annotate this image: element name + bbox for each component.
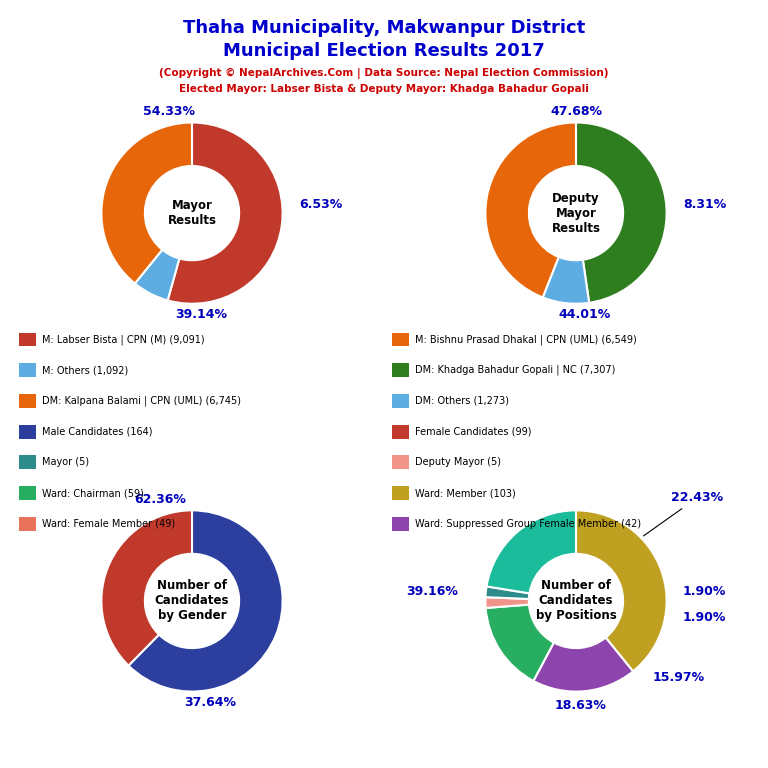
Text: 15.97%: 15.97% xyxy=(653,671,705,684)
Wedge shape xyxy=(485,598,529,608)
Text: Number of
Candidates
by Gender: Number of Candidates by Gender xyxy=(154,580,230,622)
Text: DM: Others (1,273): DM: Others (1,273) xyxy=(415,396,508,406)
Text: 44.01%: 44.01% xyxy=(559,308,611,321)
Text: (Copyright © NepalArchives.Com | Data Source: Nepal Election Commission): (Copyright © NepalArchives.Com | Data So… xyxy=(159,68,609,78)
Wedge shape xyxy=(485,123,576,297)
Text: Mayor
Results: Mayor Results xyxy=(167,199,217,227)
Text: Ward: Female Member (49): Ward: Female Member (49) xyxy=(42,518,175,529)
Text: Ward: Member (103): Ward: Member (103) xyxy=(415,488,515,498)
Wedge shape xyxy=(485,604,554,681)
Text: Municipal Election Results 2017: Municipal Election Results 2017 xyxy=(223,42,545,60)
Text: 8.31%: 8.31% xyxy=(683,197,727,210)
Text: 39.14%: 39.14% xyxy=(175,308,227,321)
Text: M: Bishnu Prasad Dhakal | CPN (UML) (6,549): M: Bishnu Prasad Dhakal | CPN (UML) (6,5… xyxy=(415,334,637,345)
Text: 39.16%: 39.16% xyxy=(406,585,458,598)
Text: Ward: Chairman (59): Ward: Chairman (59) xyxy=(42,488,144,498)
Wedge shape xyxy=(135,250,180,300)
Text: M: Others (1,092): M: Others (1,092) xyxy=(42,365,128,376)
Text: 54.33%: 54.33% xyxy=(144,105,195,118)
Text: Mayor (5): Mayor (5) xyxy=(42,457,89,468)
Wedge shape xyxy=(101,123,192,283)
Text: DM: Kalpana Balami | CPN (UML) (6,745): DM: Kalpana Balami | CPN (UML) (6,745) xyxy=(42,396,241,406)
Text: 37.64%: 37.64% xyxy=(184,696,236,709)
Text: Deputy
Mayor
Results: Deputy Mayor Results xyxy=(551,192,601,234)
Wedge shape xyxy=(576,123,667,303)
Text: Male Candidates (164): Male Candidates (164) xyxy=(42,426,153,437)
Wedge shape xyxy=(533,637,633,691)
Text: 22.43%: 22.43% xyxy=(644,492,723,536)
Wedge shape xyxy=(576,510,667,671)
Wedge shape xyxy=(167,123,283,303)
Text: M: Labser Bista | CPN (M) (9,091): M: Labser Bista | CPN (M) (9,091) xyxy=(42,334,205,345)
Wedge shape xyxy=(487,510,576,594)
Text: Number of
Candidates
by Positions: Number of Candidates by Positions xyxy=(535,580,617,622)
Text: 18.63%: 18.63% xyxy=(554,699,607,712)
Wedge shape xyxy=(543,257,589,303)
Wedge shape xyxy=(485,587,529,599)
Text: Female Candidates (99): Female Candidates (99) xyxy=(415,426,531,437)
Text: 47.68%: 47.68% xyxy=(550,105,602,118)
Wedge shape xyxy=(128,510,283,691)
Text: 62.36%: 62.36% xyxy=(134,493,186,506)
Text: Thaha Municipality, Makwanpur District: Thaha Municipality, Makwanpur District xyxy=(183,19,585,37)
Text: 1.90%: 1.90% xyxy=(683,611,727,624)
Wedge shape xyxy=(101,510,192,666)
Text: 1.90%: 1.90% xyxy=(683,585,727,598)
Text: 6.53%: 6.53% xyxy=(299,197,343,210)
Text: Deputy Mayor (5): Deputy Mayor (5) xyxy=(415,457,501,468)
Text: Ward: Suppressed Group Female Member (42): Ward: Suppressed Group Female Member (42… xyxy=(415,518,641,529)
Text: Elected Mayor: Labser Bista & Deputy Mayor: Khadga Bahadur Gopali: Elected Mayor: Labser Bista & Deputy May… xyxy=(179,84,589,94)
Text: DM: Khadga Bahadur Gopali | NC (7,307): DM: Khadga Bahadur Gopali | NC (7,307) xyxy=(415,365,615,376)
